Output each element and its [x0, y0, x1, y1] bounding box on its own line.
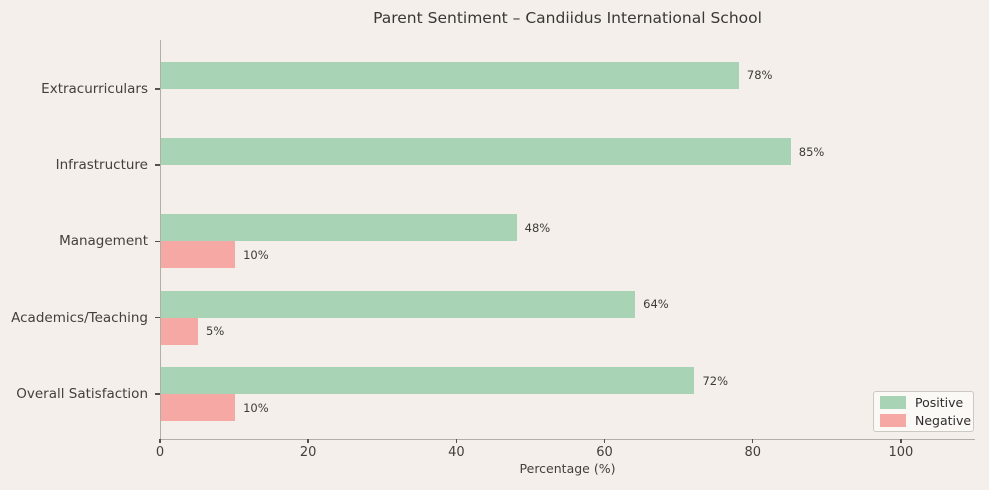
- x-tick-label: 20: [299, 445, 317, 460]
- chart-title: Parent Sentiment – Candiidus Internation…: [373, 9, 762, 27]
- value-label: 78%: [746, 68, 773, 83]
- category-label: Academics/Teaching: [11, 309, 148, 326]
- bar-positive: [161, 367, 695, 394]
- legend-swatch-negative: [880, 414, 906, 427]
- bar-positive: [161, 214, 517, 242]
- bar-positive: [161, 138, 791, 166]
- category-label: Management: [59, 233, 148, 250]
- x-tick-label: 100: [888, 445, 914, 460]
- x-axis-line: [160, 439, 975, 440]
- x-tick: [900, 439, 902, 443]
- category-label: Infrastructure: [55, 157, 148, 174]
- y-tick: [155, 240, 160, 243]
- value-label: 85%: [798, 144, 825, 159]
- x-axis-label: Percentage (%): [519, 461, 616, 476]
- legend-swatch-positive: [880, 396, 906, 409]
- x-tick: [455, 439, 458, 443]
- bar-negative: [161, 394, 236, 421]
- y-axis-line: [160, 40, 161, 439]
- legend-item-positive: Positive: [880, 394, 967, 410]
- value-label: 10%: [243, 400, 269, 415]
- legend: Positive Negative: [873, 391, 974, 432]
- bar-positive: [161, 61, 739, 89]
- x-tick-label: 80: [744, 445, 761, 460]
- legend-label: Positive: [915, 394, 964, 410]
- value-label: 5%: [206, 324, 225, 339]
- bar-positive: [161, 290, 636, 318]
- value-label: 48%: [524, 220, 551, 235]
- y-tick: [155, 88, 160, 90]
- category-label: Overall Satisfaction: [16, 386, 148, 402]
- legend-item-negative: Negative: [880, 413, 971, 428]
- bar-negative: [161, 241, 236, 269]
- x-tick-label: 60: [596, 445, 613, 460]
- value-label: 64%: [643, 297, 669, 312]
- x-tick-label: 0: [155, 445, 165, 460]
- x-tick: [159, 439, 161, 443]
- x-tick: [603, 439, 606, 443]
- y-tick: [155, 393, 160, 395]
- bar-negative: [161, 317, 199, 345]
- value-label: 10%: [243, 247, 269, 262]
- x-tick: [751, 439, 754, 443]
- y-tick: [155, 164, 160, 166]
- category-label: Extracurriculars: [41, 80, 148, 97]
- x-tick-label: 40: [448, 445, 465, 460]
- legend-label: Negative: [915, 412, 972, 428]
- value-label: 72%: [702, 373, 729, 388]
- x-tick: [307, 439, 309, 443]
- y-tick: [155, 316, 160, 319]
